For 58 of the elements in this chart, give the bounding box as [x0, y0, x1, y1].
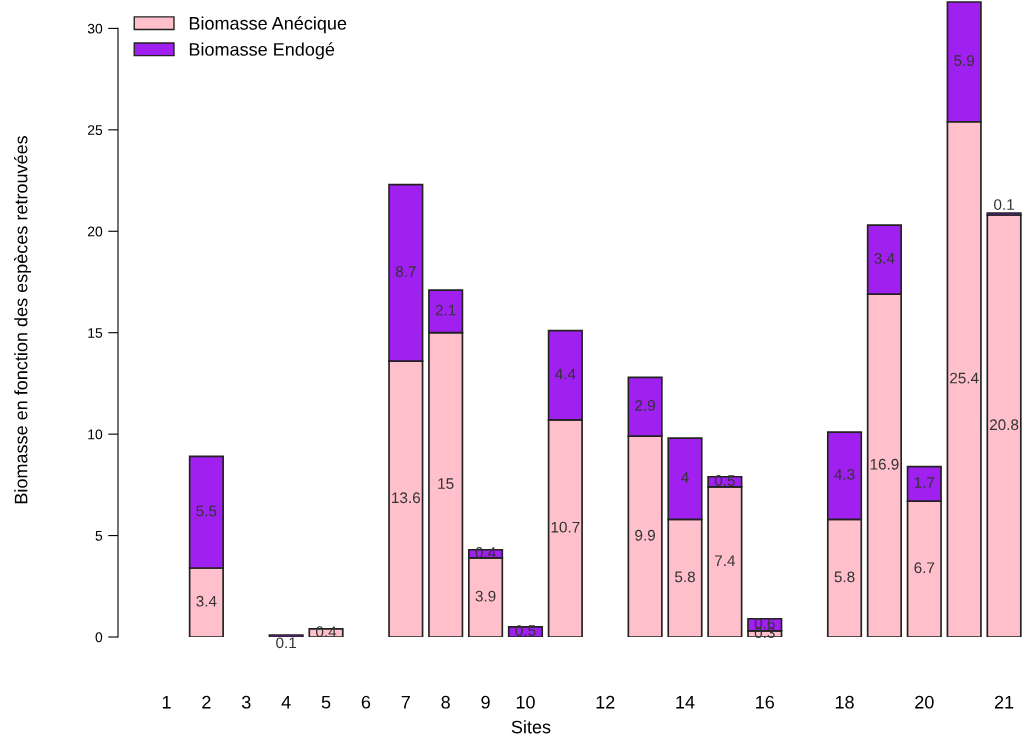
- x-tick-label: 10: [516, 695, 535, 709]
- bar: [268, 634, 304, 637]
- data-label: 3.4: [196, 595, 217, 607]
- y-tick-label: 5: [95, 531, 103, 541]
- data-label: 3.9: [475, 590, 496, 602]
- data-label: 0.1: [994, 199, 1014, 210]
- data-label: 6.7: [914, 562, 935, 574]
- y-axis-title: Biomasse en fonction des espèces retrouvées: [14, 135, 32, 504]
- x-tick-label: 18: [835, 695, 854, 709]
- x-tick-label: 16: [756, 695, 775, 709]
- data-label: 2.1: [435, 304, 456, 316]
- data-label: 0.4: [475, 547, 496, 558]
- y-tick-label: 15: [88, 328, 103, 338]
- data-label: 8.7: [395, 266, 416, 277]
- data-label: 25.4: [950, 372, 979, 384]
- x-tick-label: 21: [994, 695, 1014, 709]
- data-label: 5.9: [954, 55, 975, 66]
- data-label: 3.4: [874, 252, 895, 264]
- y-tick-label: 30: [87, 23, 103, 34]
- x-tick-label: 2: [202, 695, 211, 709]
- x-tick-label: 7: [401, 696, 410, 709]
- y-tick-label: 10: [88, 429, 103, 440]
- legend-label: Biomasse Endogé: [189, 42, 335, 60]
- x-tick-label: 4: [281, 696, 291, 709]
- data-label: 2.9: [635, 400, 655, 411]
- data-label: 9.9: [635, 529, 655, 541]
- x-tick-label: 9: [481, 695, 490, 709]
- data-label: 15: [438, 478, 454, 489]
- x-tick-label: 3: [241, 695, 251, 709]
- data-label: 4.4: [555, 368, 576, 380]
- data-label: 13.6: [392, 492, 420, 504]
- data-label: 0.5: [714, 475, 735, 486]
- data-label: 7.4: [715, 555, 736, 566]
- data-label: 4: [681, 472, 689, 483]
- data-label: 4.3: [834, 469, 855, 480]
- x-tick-label: 6: [361, 695, 371, 709]
- data-label: 0.6: [754, 618, 775, 629]
- data-label: 10.7: [551, 521, 580, 533]
- x-tick-label: 12: [596, 695, 615, 709]
- data-label: 0.5: [515, 625, 536, 637]
- y-tick-label: 20: [87, 226, 103, 237]
- y-tick-label: 0: [95, 632, 103, 643]
- data-label: 20.8: [989, 419, 1019, 431]
- bar: [986, 214, 1022, 637]
- x-tick-label: 14: [676, 696, 695, 709]
- data-label: 5.8: [674, 571, 695, 583]
- data-label: 16.9: [870, 458, 899, 470]
- data-label: 5.8: [834, 571, 855, 583]
- x-tick-label: 1: [162, 696, 171, 709]
- data-label: 5.5: [196, 505, 217, 517]
- x-tick-label: 20: [915, 695, 934, 709]
- y-tick-label: 25: [87, 125, 103, 135]
- legend-label: Biomasse Anécique: [189, 16, 347, 34]
- x-axis-title: Sites: [511, 720, 551, 734]
- data-label: 1.7: [914, 477, 935, 488]
- x-tick-label: 8: [441, 695, 450, 709]
- data-label: 0.1: [276, 637, 297, 649]
- x-tick-label: 5: [321, 696, 331, 709]
